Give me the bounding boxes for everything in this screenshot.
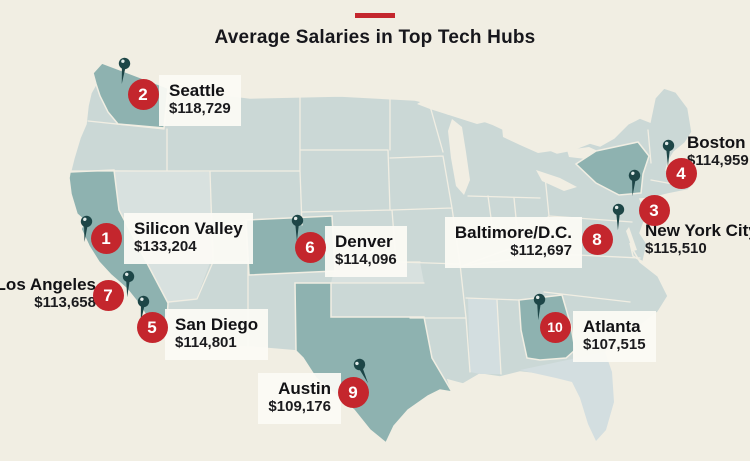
city-label: Boston $114,959 xyxy=(687,133,749,171)
city-label: San Diego $114,801 xyxy=(165,309,269,360)
map-pin-icon xyxy=(612,203,624,230)
city-name: Boston xyxy=(687,133,746,152)
city-label: Silicon Valley $133,204 xyxy=(124,213,253,264)
city-label: New York City $115,510 xyxy=(645,221,750,259)
city-salary: $133,204 xyxy=(134,238,197,256)
city-salary: $107,515 xyxy=(583,336,646,354)
city-salary: $115,510 xyxy=(645,240,707,258)
city-label: Austin $109,176 xyxy=(258,373,341,424)
city-rank-badge: 4 xyxy=(665,157,697,189)
map-pin-icon xyxy=(80,215,92,242)
city-label: Baltimore/D.C. $112,697 xyxy=(444,217,582,268)
city-salary: $113,658 xyxy=(34,294,96,312)
map-pin-icon xyxy=(662,139,674,166)
title-accent-dash xyxy=(355,13,395,18)
city-label: Denver $114,096 xyxy=(325,226,407,277)
city-rank-badge: 10 xyxy=(539,311,571,343)
city-rank-badge: 5 xyxy=(136,311,168,343)
city-salary: $114,801 xyxy=(175,334,237,352)
city-name: Silicon Valley xyxy=(134,219,243,238)
city-label: Seattle $118,729 xyxy=(159,75,241,126)
city-rank-badge: 2 xyxy=(127,78,159,110)
city-name: San Diego xyxy=(175,315,259,334)
map-pin-icon xyxy=(533,293,545,320)
city-salary: $118,729 xyxy=(169,100,231,118)
map-pin-icon xyxy=(122,270,134,297)
city-rank-badge: 7 xyxy=(92,279,124,311)
city-rank-badge: 1 xyxy=(90,222,122,254)
city-name: Baltimore/D.C. xyxy=(454,223,572,242)
city-rank-badge: 9 xyxy=(337,376,369,408)
map-pin-icon xyxy=(291,214,303,241)
city-label: Atlanta $107,515 xyxy=(573,311,656,362)
map-pin-icon xyxy=(118,57,130,84)
city-salary: $114,096 xyxy=(335,251,397,269)
map-pin-icon xyxy=(628,169,640,196)
city-name: Austin xyxy=(278,379,331,398)
city-salary: $114,959 xyxy=(687,152,749,170)
map-pin-icon xyxy=(353,358,368,383)
city-name: Denver xyxy=(335,232,393,251)
city-rank-badge: 3 xyxy=(638,194,670,226)
city-salary: $112,697 xyxy=(510,242,572,260)
map-pin-icon xyxy=(137,295,149,322)
page-title: Average Salaries in Top Tech Hubs xyxy=(214,27,536,48)
city-name: New York City xyxy=(645,221,750,240)
city-salary: $109,176 xyxy=(268,398,331,416)
city-rank-badge: 6 xyxy=(294,231,326,263)
city-rank-badge: 8 xyxy=(581,223,613,255)
city-label: Los Angeles $113,658 xyxy=(0,275,96,313)
city-name: Atlanta xyxy=(583,317,641,336)
city-name: Seattle xyxy=(169,81,225,100)
city-name: Los Angeles xyxy=(0,275,96,294)
header: Average Salaries in Top Tech Hubs xyxy=(0,0,750,49)
